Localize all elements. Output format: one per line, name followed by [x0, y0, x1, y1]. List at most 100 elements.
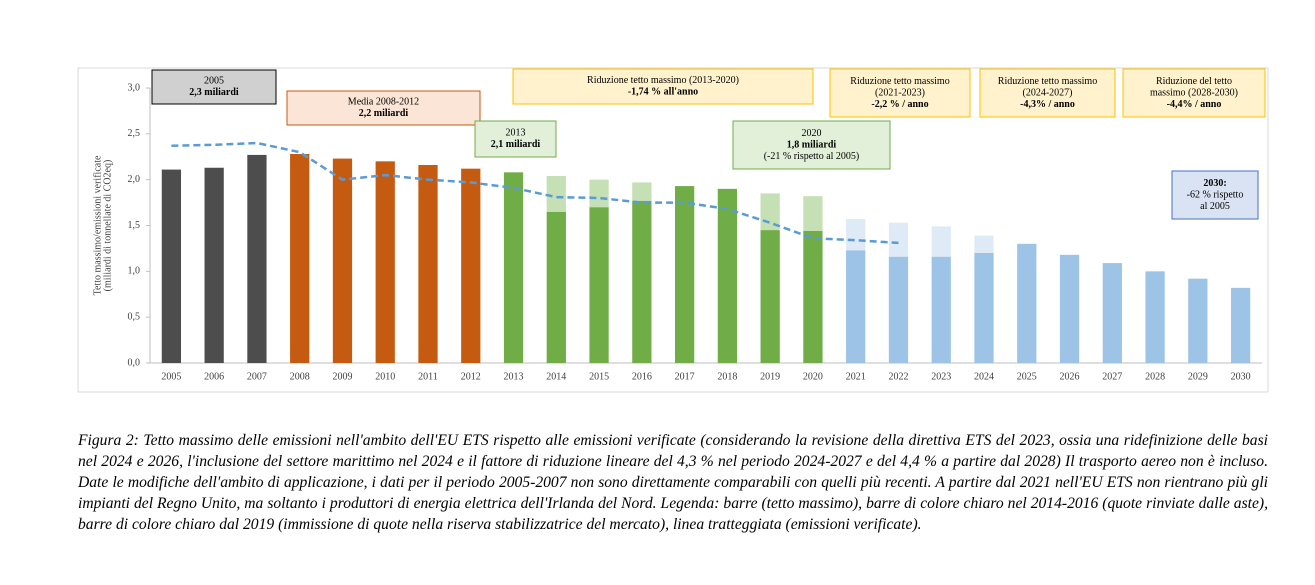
- x-tick-label: 2026: [1060, 371, 1080, 382]
- annotation-box: [286, 90, 481, 126]
- bar: [204, 167, 224, 363]
- y-tick-label: 0,0: [128, 357, 141, 368]
- x-tick-label: 2006: [204, 371, 224, 382]
- annotation-text: 2020: [802, 128, 822, 139]
- bar: [1145, 271, 1165, 363]
- annotation-text: Media 2008-2012: [348, 97, 419, 108]
- bar: [375, 161, 395, 363]
- annotation-box: [1171, 170, 1259, 220]
- x-tick-label: 2021: [846, 371, 866, 382]
- x-tick-label: 2020: [803, 371, 823, 382]
- annotation-text: (-21 % rispetto al 2005): [764, 151, 860, 162]
- x-tick-label: 2010: [375, 371, 395, 382]
- bar: [846, 250, 866, 363]
- y-axis-label: Tetto massimo/emissioni verificate: [92, 155, 103, 295]
- x-tick-label: 2018: [717, 371, 737, 382]
- bar: [418, 165, 438, 363]
- x-tick-label: 2024: [974, 371, 994, 382]
- bar: [846, 219, 866, 251]
- bar: [974, 253, 994, 363]
- bar: [503, 172, 524, 363]
- annotation-text: (2024-2027): [1023, 87, 1073, 98]
- bar: [888, 222, 909, 257]
- bar: [589, 179, 609, 208]
- x-tick-label: 2030: [1231, 371, 1251, 382]
- annotation-text: massimo (2028-2030): [1150, 87, 1238, 98]
- annotation-box: [979, 68, 1116, 118]
- x-tick-label: 2015: [589, 371, 609, 382]
- bar: [1017, 243, 1037, 363]
- x-tick-label: 2023: [931, 371, 951, 382]
- bar: [803, 231, 823, 363]
- bar: [1102, 263, 1122, 363]
- annotation-text: -4,4% / anno: [1167, 99, 1222, 110]
- annotation-box: [732, 120, 891, 170]
- y-tick-label: 1,0: [128, 266, 141, 277]
- y-tick-label: 2,0: [128, 174, 141, 185]
- bar: [674, 186, 695, 363]
- x-tick-label: 2027: [1102, 371, 1122, 382]
- x-tick-label: 2016: [632, 371, 652, 382]
- bar: [931, 256, 951, 363]
- bar: [589, 207, 609, 363]
- annotation-text: 1,8 miliardi: [787, 139, 837, 150]
- annotation-box: [151, 69, 277, 105]
- annotation-text: (2021-2023): [875, 87, 925, 98]
- annotation-box: [474, 120, 557, 158]
- annotation-text: Riduzione del tetto: [1156, 76, 1232, 87]
- x-tick-label: 2025: [1017, 371, 1037, 382]
- x-tick-label: 2008: [290, 371, 310, 382]
- annotation-text: 2005: [204, 76, 224, 87]
- bar: [760, 230, 780, 363]
- annotation-text: -62 % rispetto: [1187, 189, 1244, 200]
- x-tick-label: 2022: [888, 371, 908, 382]
- bar: [247, 154, 267, 363]
- bar: [1230, 287, 1251, 363]
- x-tick-label: 2005: [161, 371, 181, 382]
- bar: [1188, 278, 1208, 363]
- x-tick-label: 2029: [1188, 371, 1208, 382]
- annotation-text: 2,2 miliardi: [359, 108, 409, 119]
- annotation-text: 2,3 miliardi: [189, 87, 239, 98]
- x-tick-label: 2009: [332, 371, 352, 382]
- annotation-text: 2,1 miliardi: [491, 139, 541, 150]
- bar: [290, 154, 310, 363]
- bar: [546, 176, 566, 212]
- bar: [931, 226, 951, 257]
- annotation-box: [1122, 68, 1266, 118]
- bar: [161, 169, 182, 363]
- bar: [974, 235, 994, 253]
- bar: [1059, 254, 1080, 363]
- x-tick-label: 2012: [461, 371, 481, 382]
- bar: [546, 211, 566, 363]
- caption: Figura 2: Tetto massimo delle emissioni …: [78, 432, 1268, 533]
- y-axis-label: (miliardi di tonnellate di CO2eq): [102, 160, 113, 292]
- annotation-text: Riduzione tetto massimo (2013-2020): [587, 75, 739, 86]
- x-tick-label: 2017: [675, 371, 695, 382]
- bar: [461, 168, 481, 363]
- bar: [332, 158, 353, 363]
- bar: [888, 256, 909, 363]
- annotation-text: -1,74 % all'anno: [628, 87, 698, 98]
- annotation-text: -4,3% / anno: [1020, 99, 1075, 110]
- annotation-text: 2030:: [1203, 178, 1226, 189]
- x-tick-label: 2013: [504, 371, 524, 382]
- x-tick-label: 2014: [546, 371, 566, 382]
- bar: [632, 182, 652, 201]
- bar: [632, 200, 652, 363]
- annotation-text: -2,2 % / anno: [871, 99, 928, 110]
- annotation-text: 2013: [506, 128, 526, 139]
- x-tick-label: 2011: [418, 371, 438, 382]
- x-tick-label: 2028: [1145, 371, 1165, 382]
- x-tick-label: 2019: [760, 371, 780, 382]
- y-tick-label: 1,5: [128, 220, 141, 231]
- bar: [803, 196, 823, 231]
- y-tick-label: 3,0: [128, 82, 141, 93]
- annotation-text: Riduzione tetto massimo: [850, 76, 949, 87]
- chart: 0,0 0,5 1,0 1,5 2,0 2,5 3,0 Tetto massimo/emiss…: [77, 67, 1269, 393]
- bar: [717, 188, 738, 363]
- annotation-box: [512, 68, 814, 105]
- x-tick-label: 2007: [247, 371, 267, 382]
- y-tick-label: 0,5: [128, 311, 141, 322]
